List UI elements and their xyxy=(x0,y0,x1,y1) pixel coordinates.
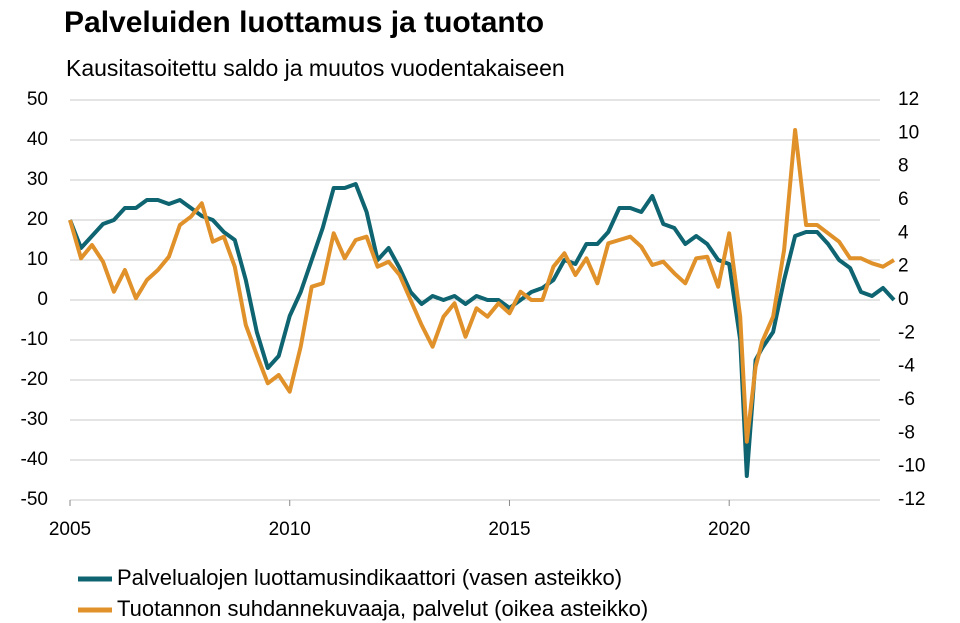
y2-tick-label: 2 xyxy=(898,256,909,277)
y-tick-label: -30 xyxy=(21,409,48,430)
y-tick-label: 30 xyxy=(27,169,48,190)
chart-title: Palveluiden luottamus ja tuotanto xyxy=(64,6,544,39)
y2-tick-label: 8 xyxy=(898,156,909,177)
y-tick-label: 0 xyxy=(37,289,48,310)
y-tick-label: -50 xyxy=(21,489,48,510)
x-tick-label: 2005 xyxy=(49,519,91,540)
y2-tick-label: 6 xyxy=(898,189,909,210)
y2-tick-label: -10 xyxy=(898,456,925,477)
chart-subtitle: Kausitasoitettu saldo ja muutos vuodenta… xyxy=(66,55,565,81)
y2-tick-label: -6 xyxy=(898,389,915,410)
x-tick-label: 2010 xyxy=(269,519,311,540)
y2-tick-label: -8 xyxy=(898,422,915,443)
series-line xyxy=(68,182,896,478)
y2-tick-label: -2 xyxy=(898,322,915,343)
legend-label: Palvelualojen luottamusindikaattori (vas… xyxy=(117,565,622,590)
y-tick-label: 40 xyxy=(27,129,48,150)
y2-tick-label: 10 xyxy=(898,122,919,143)
y-tick-label: -10 xyxy=(21,329,48,350)
x-tick-label: 2015 xyxy=(488,519,530,540)
legend-label: Tuotannon suhdannekuvaaja, palvelut (oik… xyxy=(117,596,648,621)
y-tick-label: -40 xyxy=(21,449,48,470)
y2-tick-label: -4 xyxy=(898,356,915,377)
y-tick-label: 50 xyxy=(27,89,48,110)
y2-tick-label: 0 xyxy=(898,289,909,310)
y-tick-label: 10 xyxy=(27,249,48,270)
y-tick-label: 20 xyxy=(27,209,48,230)
y2-tick-label: 12 xyxy=(898,89,919,110)
x-tick-label: 2020 xyxy=(708,519,750,540)
y2-tick-label: 4 xyxy=(898,222,909,243)
series-line xyxy=(68,128,896,444)
y-tick-label: -20 xyxy=(21,369,48,390)
y2-tick-label: -12 xyxy=(898,489,925,510)
